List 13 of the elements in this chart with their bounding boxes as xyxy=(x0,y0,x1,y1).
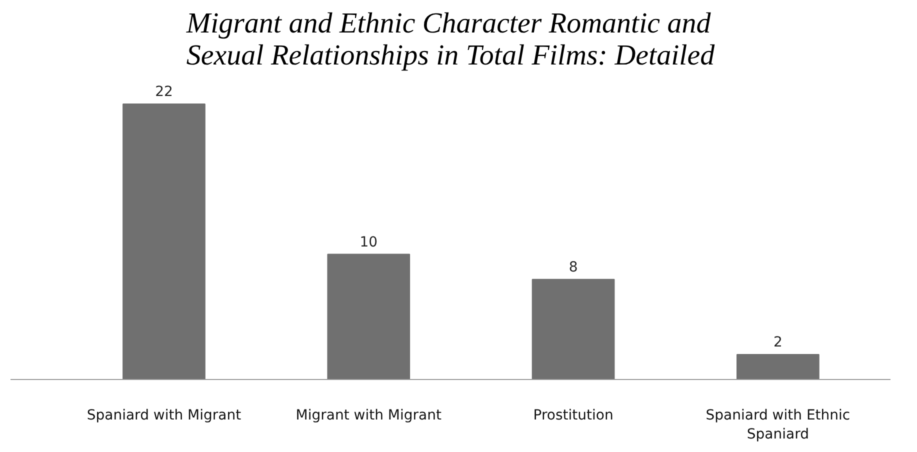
bar xyxy=(736,354,820,380)
bar xyxy=(327,254,410,380)
x-tick-label: Prostitution xyxy=(533,408,614,424)
data-label: 22 xyxy=(155,84,173,100)
data-label: 2 xyxy=(773,334,782,350)
x-tick-label: Migrant with Migrant xyxy=(296,408,442,424)
data-label: 8 xyxy=(568,259,578,276)
bar xyxy=(532,278,615,380)
chart-title: Migrant and Ethnic Character Romantic and Sexual Relationships in Total Films: Detailed xyxy=(185,8,716,72)
data-label: 10 xyxy=(360,234,378,250)
x-tick-label: Spaniard with Migrant xyxy=(86,408,242,424)
bar xyxy=(122,104,206,380)
x-tick-label: Spaniard with Ethnic Spaniard xyxy=(706,408,850,443)
